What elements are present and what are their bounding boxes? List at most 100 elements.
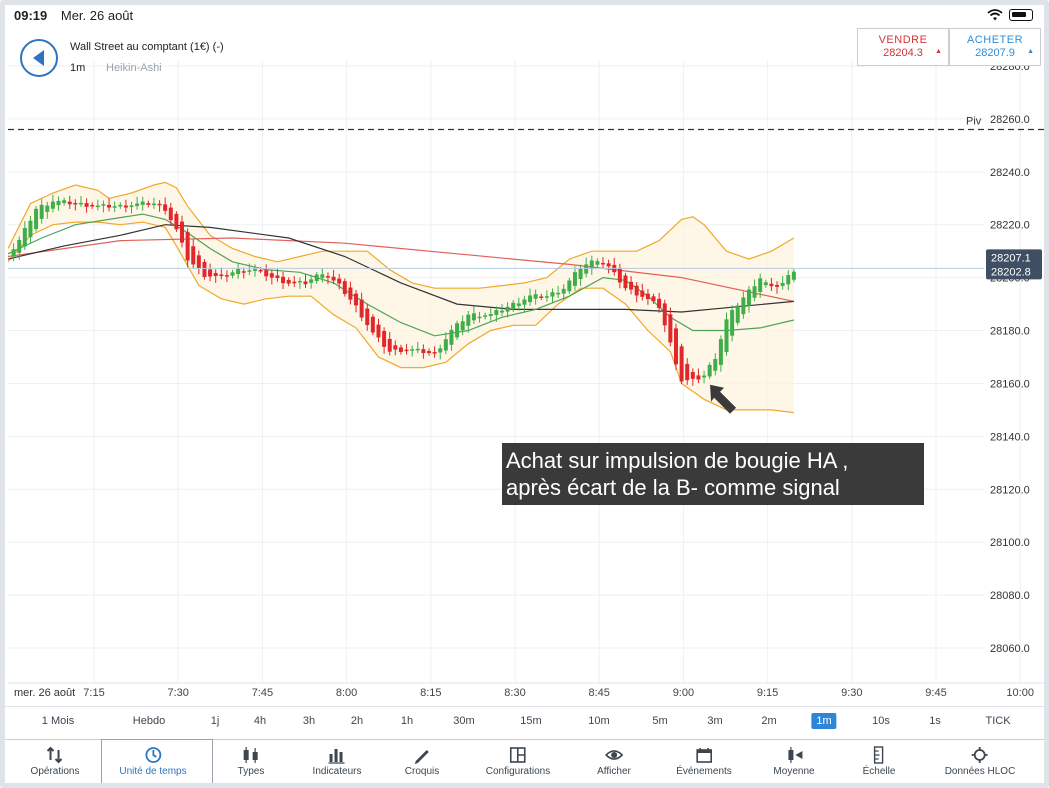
candle-up	[320, 274, 325, 278]
toolbar-label: Unité de temps	[119, 766, 187, 777]
interval-option-15m[interactable]: 15m	[520, 715, 542, 727]
interval-option-5m[interactable]: 5m	[652, 715, 668, 727]
candle-up	[752, 286, 757, 298]
candle-down	[196, 255, 201, 269]
candle-down	[382, 331, 387, 347]
interval-option-3h[interactable]: 3h	[302, 715, 316, 727]
candle-down	[696, 375, 701, 380]
toolbar-ruler-button[interactable]: Échelle	[862, 740, 896, 784]
buy-button[interactable]: ACHETER 28207.9 ▲	[949, 28, 1041, 66]
toolbar-label: Événements	[676, 766, 732, 777]
interval-option-10m[interactable]: 10m	[588, 715, 610, 727]
candle-down	[241, 271, 246, 273]
candle-down	[123, 205, 128, 208]
candle-up	[297, 280, 302, 283]
candle-down	[354, 293, 359, 306]
candles-icon	[238, 744, 265, 766]
candle-up	[151, 203, 156, 206]
candle-up	[718, 339, 723, 365]
candle-down	[208, 269, 213, 277]
interval-option-1m[interactable]: 1m	[811, 713, 837, 729]
candle-down	[769, 283, 774, 287]
candle-down	[258, 269, 263, 272]
toolbar-candles-button[interactable]: Types	[238, 740, 265, 784]
candle-up	[499, 310, 504, 313]
toolbar-label: Échelle	[862, 766, 896, 777]
x-tick-label: 9:30	[841, 687, 862, 699]
interval-option-1-mois[interactable]: 1 Mois	[41, 715, 75, 727]
interval-option-1s[interactable]: 1s	[929, 715, 941, 727]
interval-option-1h[interactable]: 1h	[400, 715, 414, 727]
bollinger-lower-line	[8, 221, 794, 414]
candle-down	[404, 349, 409, 352]
status-time: 09:19	[14, 8, 48, 23]
candle-down	[157, 203, 162, 206]
y-tick-label: 28120.0	[990, 484, 1030, 496]
candle-down	[370, 316, 375, 333]
toolbar-calendar-button[interactable]: Événements	[676, 740, 732, 784]
candle-down	[331, 276, 336, 281]
candle-down	[146, 203, 151, 205]
toolbar-label: Croquis	[404, 766, 440, 777]
toolbar-sort-arrows-button[interactable]: Opérations	[30, 740, 80, 784]
toolbar-layout-button[interactable]: Configurations	[486, 740, 550, 784]
candle-up	[567, 280, 572, 292]
x-tick-label: 9:45	[925, 687, 946, 699]
candle-up	[494, 310, 499, 316]
average-icon	[773, 744, 814, 766]
clock-icon	[119, 744, 186, 766]
layout-icon	[486, 744, 550, 766]
interval-option-1j[interactable]: 1j	[210, 715, 220, 727]
x-date-label: mer. 26 août	[14, 687, 75, 699]
interval-option-30m[interactable]: 30m	[453, 715, 475, 727]
price-chart[interactable]: Piv28280.028260.028240.028220.028200.028…	[8, 0, 1044, 706]
toolbar-crosshair-button[interactable]: Données HLOC	[945, 740, 1015, 784]
status-bar: 09:19 Mer. 26 août	[14, 8, 1039, 26]
candle-up	[112, 206, 117, 208]
bar-chart-icon	[313, 744, 362, 766]
candle-down	[376, 324, 381, 338]
interval-option-4h[interactable]: 4h	[253, 715, 267, 727]
battery-icon	[1009, 9, 1033, 21]
candle-up	[561, 288, 566, 294]
toolbar-label: Opérations	[30, 766, 80, 777]
interval-option-tick[interactable]: TICK	[985, 715, 1011, 727]
y-tick-label: 28100.0	[990, 537, 1030, 549]
candle-down	[601, 262, 606, 265]
candle-up	[516, 303, 521, 306]
back-button[interactable]	[20, 39, 58, 77]
buy-price: 28207.9	[975, 47, 1015, 59]
ruler-icon	[863, 744, 896, 766]
calendar-icon	[676, 744, 732, 766]
candle-down	[427, 351, 431, 354]
candle-up	[483, 315, 488, 317]
interval-option-2h[interactable]: 2h	[350, 715, 364, 727]
candle-down	[662, 303, 667, 326]
candle-down	[668, 314, 673, 343]
candle-up	[471, 313, 476, 321]
interval-option-2m[interactable]: 2m	[761, 715, 777, 727]
interval-option-hebdo[interactable]: Hebdo	[132, 715, 166, 727]
candle-up	[230, 272, 235, 276]
toolbar-eye-button[interactable]: Afficher	[597, 740, 631, 784]
candle-down	[679, 346, 684, 382]
interval-option-3m[interactable]: 3m	[707, 715, 723, 727]
candle-up	[410, 349, 415, 351]
toolbar-bar-chart-button[interactable]: Indicateurs	[313, 740, 362, 784]
instrument-title: Wall Street au comptant (1€) (-)	[70, 41, 224, 53]
x-tick-label: 9:00	[673, 687, 694, 699]
candle-down	[432, 352, 437, 354]
x-tick-label: 7:45	[252, 687, 273, 699]
candle-up	[34, 208, 39, 229]
sell-button[interactable]: VENDRE 28204.3 ▲	[857, 28, 949, 66]
chart-annotation: Achat sur impulsion de bougie HA , après…	[502, 443, 924, 505]
candle-down	[657, 298, 662, 309]
candle-up	[28, 220, 33, 238]
candle-up	[488, 314, 493, 317]
toolbar-pencil-button[interactable]: Croquis	[405, 740, 439, 784]
toolbar-clock-button[interactable]: Unité de temps	[119, 740, 187, 784]
interval-option-10s[interactable]: 10s	[872, 715, 890, 727]
wifi-icon	[987, 9, 1003, 21]
candle-down	[107, 204, 112, 208]
toolbar-average-button[interactable]: Moyenne	[773, 740, 815, 784]
